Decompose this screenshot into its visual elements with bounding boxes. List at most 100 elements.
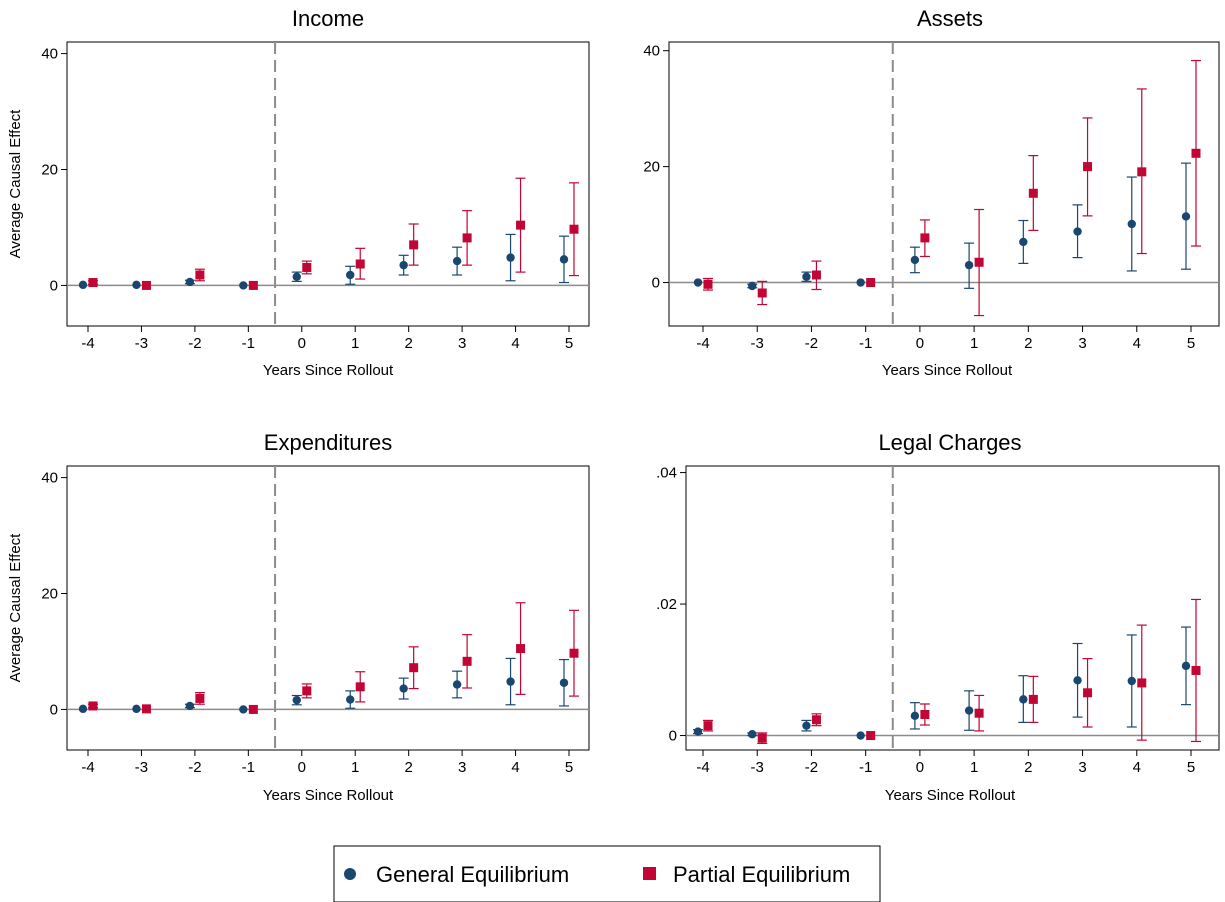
plot-frame xyxy=(66,41,590,327)
ge-point xyxy=(856,731,865,740)
x-tick-label: 5 xyxy=(565,335,573,352)
x-tick-label: 4 xyxy=(1133,335,1141,352)
x-tick-label: -2 xyxy=(188,759,201,776)
x-tick-labels: -4 -3 -2 -1 0 1 2 3 4 5 xyxy=(696,326,1195,352)
ge-point xyxy=(856,278,865,287)
x-tick-label: -2 xyxy=(805,335,818,352)
y-tick-label: 0 xyxy=(669,728,677,745)
y-tick-label: 20 xyxy=(41,586,58,603)
ge-point xyxy=(1019,237,1028,247)
ge-point xyxy=(292,272,301,281)
plot-frame xyxy=(66,465,590,751)
x-tick-label: -3 xyxy=(135,759,148,776)
y-tick-label: .04 xyxy=(656,465,677,482)
ge-point xyxy=(748,281,757,291)
ge-point xyxy=(506,677,515,686)
x-tick-label: -1 xyxy=(242,759,255,776)
ge-point xyxy=(346,270,355,280)
x-tick-label: -1 xyxy=(242,335,255,352)
ge-point xyxy=(452,680,462,689)
y-tick-label: 40 xyxy=(643,43,660,60)
pe-point xyxy=(88,701,98,711)
legend: General Equilibrium Partial Equilibrium xyxy=(333,845,881,902)
legend-frame xyxy=(333,845,881,902)
ge-point xyxy=(802,721,811,730)
pe-point xyxy=(248,704,258,714)
y-tick-label: 40 xyxy=(41,46,58,63)
pe-point xyxy=(516,644,526,654)
ge-point xyxy=(964,706,974,715)
ge-point xyxy=(559,678,569,687)
x-tick-label: -4 xyxy=(696,759,709,776)
pe-point xyxy=(195,270,205,280)
ge-point xyxy=(132,704,141,714)
pe-point xyxy=(409,240,419,250)
ge-point xyxy=(693,278,703,287)
y-axis-label: Average Causal Effect xyxy=(7,109,24,259)
y-tick-label: 0 xyxy=(50,277,58,294)
plot-frame xyxy=(668,41,1220,327)
x-tick-label: 2 xyxy=(1024,759,1032,776)
x-tick-label: -3 xyxy=(135,335,148,352)
legend-ge-marker xyxy=(344,868,356,880)
x-tick-label: -4 xyxy=(81,759,94,776)
ge-point xyxy=(802,272,811,281)
pe-point xyxy=(866,731,876,741)
pe-point xyxy=(195,693,205,703)
x-axis-label: Years Since Rollout xyxy=(885,787,1016,804)
x-axis-label: Years Since Rollout xyxy=(263,362,394,379)
y-axis-label: Average Causal Effect xyxy=(7,533,24,683)
x-tick-label: -3 xyxy=(751,759,764,776)
pe-point xyxy=(1191,148,1201,158)
pe-point xyxy=(141,704,151,714)
ge-point xyxy=(1073,227,1082,236)
ge-point xyxy=(399,684,408,693)
pe-point xyxy=(1028,188,1038,198)
pe-point xyxy=(516,220,526,230)
pe-point xyxy=(355,682,365,692)
x-tick-label: -3 xyxy=(751,335,764,352)
pe-point xyxy=(920,710,930,719)
ge-point xyxy=(1019,695,1028,704)
pe-point xyxy=(141,280,151,290)
plot-marks xyxy=(67,42,589,326)
pe-point xyxy=(811,715,821,725)
x-tick-label: 4 xyxy=(1133,759,1141,776)
ge-point xyxy=(452,256,462,266)
ge-point xyxy=(1181,212,1191,221)
pe-point xyxy=(248,280,258,290)
ge-point xyxy=(239,281,248,290)
y-tick-label: 0 xyxy=(652,275,660,292)
ge-point xyxy=(910,711,920,721)
ge-point xyxy=(399,260,408,270)
pe-point xyxy=(462,233,472,243)
ge-point xyxy=(748,730,757,739)
ge-point xyxy=(693,727,703,736)
ge-point xyxy=(1127,676,1136,686)
pe-point xyxy=(1083,688,1093,698)
y-tick-label: .02 xyxy=(656,596,677,613)
panel-title: Expenditures xyxy=(264,430,392,455)
x-tick-label: 1 xyxy=(970,759,978,776)
pe-point xyxy=(302,686,312,696)
pe-point xyxy=(866,278,876,288)
ge-point xyxy=(1181,661,1191,671)
x-tick-label: 5 xyxy=(565,759,573,776)
x-tick-label: 5 xyxy=(1187,335,1195,352)
x-tick-label: 3 xyxy=(458,335,466,352)
panel-income: Income -4 -3 -2 -1 0 1 2 3 4 5 0 20 40 Years Since … xyxy=(7,6,590,379)
ge-point xyxy=(239,705,248,714)
ge-point xyxy=(292,695,301,705)
ge-point xyxy=(185,277,195,287)
pe-point xyxy=(703,721,713,731)
x-tick-label: 1 xyxy=(970,335,978,352)
y-tick-labels: 0 .02 .04 xyxy=(656,465,686,745)
x-axis-label: Years Since Rollout xyxy=(263,787,394,804)
legend-ge-label: General Equilibrium xyxy=(376,862,569,887)
x-tick-label: 2 xyxy=(404,759,412,776)
x-tick-label: 3 xyxy=(1078,759,1086,776)
pe-point xyxy=(569,224,579,234)
x-tick-label: 4 xyxy=(511,759,519,776)
ge-point xyxy=(910,255,920,265)
